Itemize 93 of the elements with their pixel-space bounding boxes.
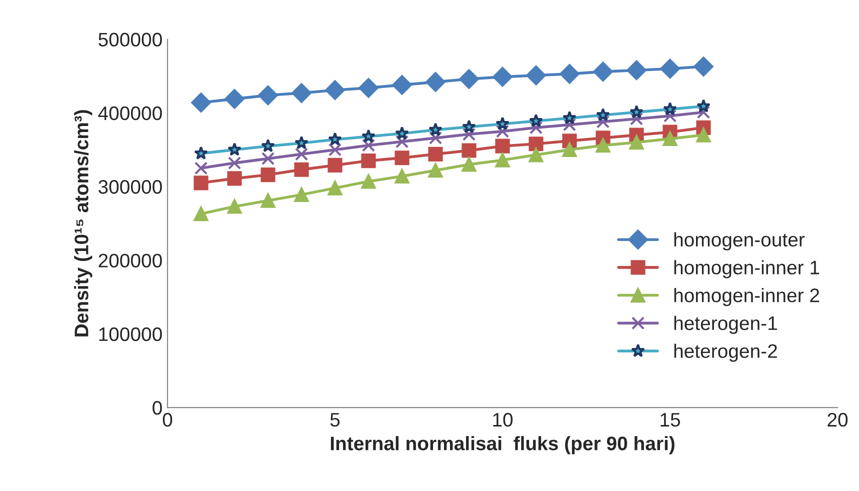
point xyxy=(294,162,309,177)
point xyxy=(663,102,678,116)
point xyxy=(562,110,577,124)
point xyxy=(662,131,678,146)
y-axis-title: Density (10¹⁵ atoms/cm³) xyxy=(74,110,92,336)
point xyxy=(694,56,714,76)
point xyxy=(528,136,544,152)
point xyxy=(258,85,278,106)
point xyxy=(191,92,211,113)
point xyxy=(294,148,308,161)
y-tick-label: 300000 xyxy=(98,180,162,194)
x-tick-label: 5 xyxy=(330,413,340,427)
point xyxy=(663,109,677,122)
x-tick-label: 10 xyxy=(493,412,513,427)
point xyxy=(224,89,244,109)
legend-label: homogen-outer xyxy=(674,232,805,250)
point xyxy=(630,104,644,118)
point xyxy=(260,168,276,182)
point xyxy=(261,152,275,166)
point xyxy=(428,122,442,136)
point xyxy=(596,108,610,122)
point xyxy=(462,143,476,158)
point xyxy=(395,135,409,148)
point xyxy=(492,66,512,87)
point xyxy=(194,146,208,160)
point xyxy=(529,114,544,128)
point xyxy=(626,60,646,80)
point xyxy=(328,180,342,196)
point xyxy=(194,206,208,222)
point xyxy=(260,193,276,208)
x-tick-label: 15 xyxy=(660,413,680,427)
point xyxy=(261,138,275,152)
legend-label: homogen-inner 2 xyxy=(674,288,820,306)
point xyxy=(426,72,446,92)
point xyxy=(294,136,308,150)
point xyxy=(696,128,711,142)
legend-label: homogen-inner 1 xyxy=(674,260,820,278)
legend-label: heterogen-2 xyxy=(674,344,777,362)
legend-label: heterogen-1 xyxy=(674,316,777,334)
point xyxy=(462,157,476,172)
point xyxy=(593,62,613,82)
point xyxy=(529,121,543,134)
point xyxy=(361,174,376,189)
point xyxy=(495,152,510,168)
point xyxy=(362,138,376,152)
point xyxy=(228,156,242,170)
point xyxy=(361,154,376,168)
point xyxy=(629,135,644,150)
x-tick-label: 0 xyxy=(162,412,172,427)
point xyxy=(560,64,580,84)
point xyxy=(660,58,680,79)
point xyxy=(562,118,576,132)
point xyxy=(528,148,544,162)
x-tick-label: 20 xyxy=(828,412,848,427)
point xyxy=(596,138,610,153)
point xyxy=(428,146,443,162)
point xyxy=(227,171,242,186)
y-tick-label: 500000 xyxy=(98,32,162,47)
x-axis-title: Internal normalisai fluks (per 90 hari) xyxy=(330,436,674,454)
y-tick-label: 400000 xyxy=(98,106,162,120)
point xyxy=(358,78,378,98)
point xyxy=(696,99,711,112)
point xyxy=(696,106,710,119)
point xyxy=(428,163,443,178)
point xyxy=(328,132,342,146)
point xyxy=(292,83,312,103)
point xyxy=(294,187,309,202)
point xyxy=(227,199,242,214)
point xyxy=(362,129,376,143)
point xyxy=(328,158,342,173)
point xyxy=(630,112,644,126)
point xyxy=(462,128,476,141)
point xyxy=(328,143,342,156)
point xyxy=(428,131,442,145)
point xyxy=(562,142,577,158)
point xyxy=(459,69,479,89)
point xyxy=(496,116,510,130)
point xyxy=(194,176,208,190)
point xyxy=(496,124,510,138)
point xyxy=(392,75,412,95)
point xyxy=(394,150,410,166)
point xyxy=(228,142,242,156)
y-tick-label: 200000 xyxy=(98,254,162,268)
point xyxy=(395,126,409,140)
point xyxy=(526,65,546,86)
point xyxy=(394,168,410,184)
point xyxy=(325,80,345,100)
point xyxy=(462,120,476,134)
point xyxy=(194,162,208,175)
point xyxy=(596,115,610,128)
point xyxy=(495,138,510,154)
y-tick-label: 100000 xyxy=(99,327,162,342)
y-tick-label: 0 xyxy=(152,401,162,415)
